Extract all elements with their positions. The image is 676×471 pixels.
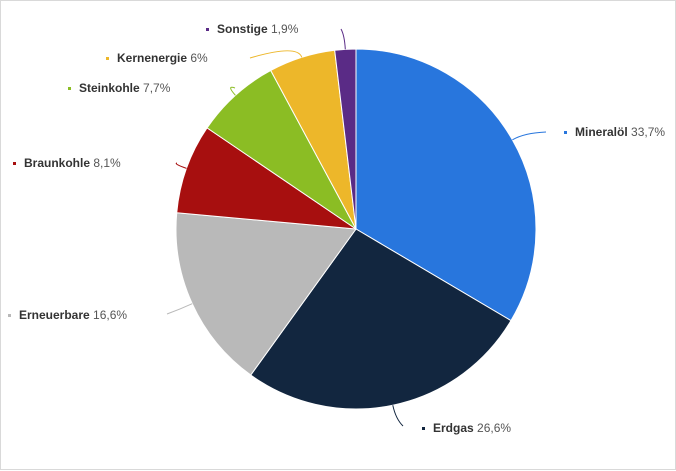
pie-slice-mineralöl — [355, 48, 537, 322]
pie-slice-erdgas — [250, 228, 512, 410]
slice-label-value: 16,6% — [90, 308, 128, 322]
slice-label: Erdgas 26,6% — [422, 421, 511, 435]
slice-label-text: Erdgas 26,6% — [433, 421, 511, 435]
slice-label-value: 26,6% — [474, 421, 512, 435]
slice-label-value: 6% — [187, 51, 208, 65]
slice-label-name: Sonstige — [217, 22, 268, 36]
slice-label-name: Steinkohle — [79, 81, 140, 95]
pie-slice-braunkohle — [176, 127, 358, 230]
leader-line — [340, 28, 346, 50]
slice-label-value: 1,9% — [268, 22, 299, 36]
slice-label-text: Sonstige 1,9% — [217, 22, 299, 36]
pie-slice-erneuerbare — [175, 212, 357, 376]
leader-line — [249, 50, 303, 59]
slice-label: Mineralöl 33,7% — [564, 125, 665, 139]
slice-label-name: Braunkohle — [24, 156, 90, 170]
label-bullet — [206, 28, 209, 31]
slice-label-name: Erneuerbare — [19, 308, 90, 322]
leader-lines — [166, 28, 547, 427]
slice-label-text: Kernenergie 6% — [117, 51, 208, 65]
slice-label-value: 7,7% — [140, 81, 171, 95]
label-bullet — [68, 87, 71, 90]
label-bullet — [422, 427, 425, 430]
slice-label: Braunkohle 8,1% — [13, 156, 121, 170]
slice-label-text: Steinkohle 7,7% — [79, 81, 171, 95]
label-bullet — [13, 162, 16, 165]
slice-label-text: Erneuerbare 16,6% — [19, 308, 127, 322]
leader-line — [230, 86, 236, 96]
pie-slice-sonstige — [334, 48, 357, 230]
leader-line — [175, 162, 187, 169]
leader-line — [512, 131, 547, 141]
slice-label-text: Braunkohle 8,1% — [24, 156, 121, 170]
slice-label-name: Erdgas — [433, 421, 474, 435]
slice-label-text: Mineralöl 33,7% — [575, 125, 665, 139]
label-bullet — [106, 57, 109, 60]
slice-label-name: Mineralöl — [575, 125, 628, 139]
slice-label-value: 33,7% — [628, 125, 666, 139]
slice-label: Erneuerbare 16,6% — [8, 308, 127, 322]
label-bullet — [564, 131, 567, 134]
slice-label: Sonstige 1,9% — [206, 22, 299, 36]
slice-label-name: Kernenergie — [117, 51, 187, 65]
leader-line — [392, 405, 404, 427]
slice-label-value: 8,1% — [90, 156, 121, 170]
label-bullet — [8, 314, 11, 317]
leader-line — [166, 303, 193, 315]
slice-label: Steinkohle 7,7% — [68, 81, 171, 95]
pie-slices — [175, 48, 537, 410]
slice-label: Kernenergie 6% — [106, 51, 208, 65]
slice-labels: Mineralöl 33,7% Erdgas 26,6% Erneuerbare 1… — [8, 22, 665, 435]
